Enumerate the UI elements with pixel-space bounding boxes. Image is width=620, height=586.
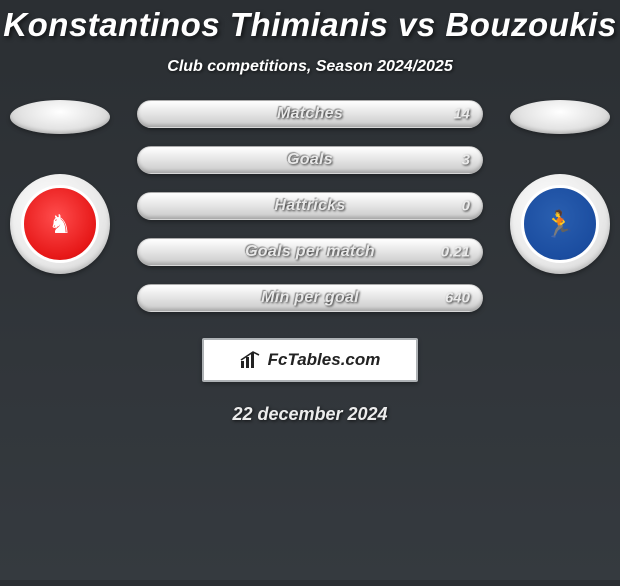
crest-glyph-left: ♞ [21, 185, 99, 263]
club-crest-left: ♞ [10, 174, 110, 274]
club-crest-right: 🏃 [510, 174, 610, 274]
stat-value-right: 14 [453, 106, 470, 123]
page-subtitle: Club competitions, Season 2024/2025 [0, 58, 620, 76]
player-oval-right [510, 100, 610, 134]
stat-bar: Goals 3 [137, 146, 483, 174]
stat-value-right: 0 [462, 198, 470, 215]
stat-label: Min per goal [261, 289, 359, 307]
stat-value-right: 3 [462, 152, 470, 169]
stat-bar: Goals per match 0.21 [137, 238, 483, 266]
date-label: 22 december 2024 [0, 404, 620, 425]
stat-value-right: 0.21 [441, 244, 470, 261]
stat-label: Goals [287, 151, 333, 169]
right-column: 🏃 [510, 100, 610, 274]
stat-bar: Hattricks 0 [137, 192, 483, 220]
brand-text: FcTables.com [268, 350, 381, 370]
stat-label: Hattricks [274, 197, 345, 215]
crest-glyph-right: 🏃 [521, 185, 599, 263]
brand-logo: FcTables.com [202, 338, 418, 382]
bars-icon [240, 351, 262, 369]
player-oval-left [10, 100, 110, 134]
comparison-panel: ♞ 🏃 Matches 14 Goals 3 Hattricks 0 Goals… [0, 100, 620, 425]
stat-value-right: 640 [445, 290, 470, 307]
stat-bars: Matches 14 Goals 3 Hattricks 0 Goals per… [137, 100, 483, 312]
stat-label: Matches [277, 105, 343, 123]
page-title: Konstantinos Thimianis vs Bouzoukis [0, 6, 620, 44]
stat-label: Goals per match [245, 243, 375, 261]
left-column: ♞ [10, 100, 110, 274]
stat-bar: Min per goal 640 [137, 284, 483, 312]
stat-bar: Matches 14 [137, 100, 483, 128]
